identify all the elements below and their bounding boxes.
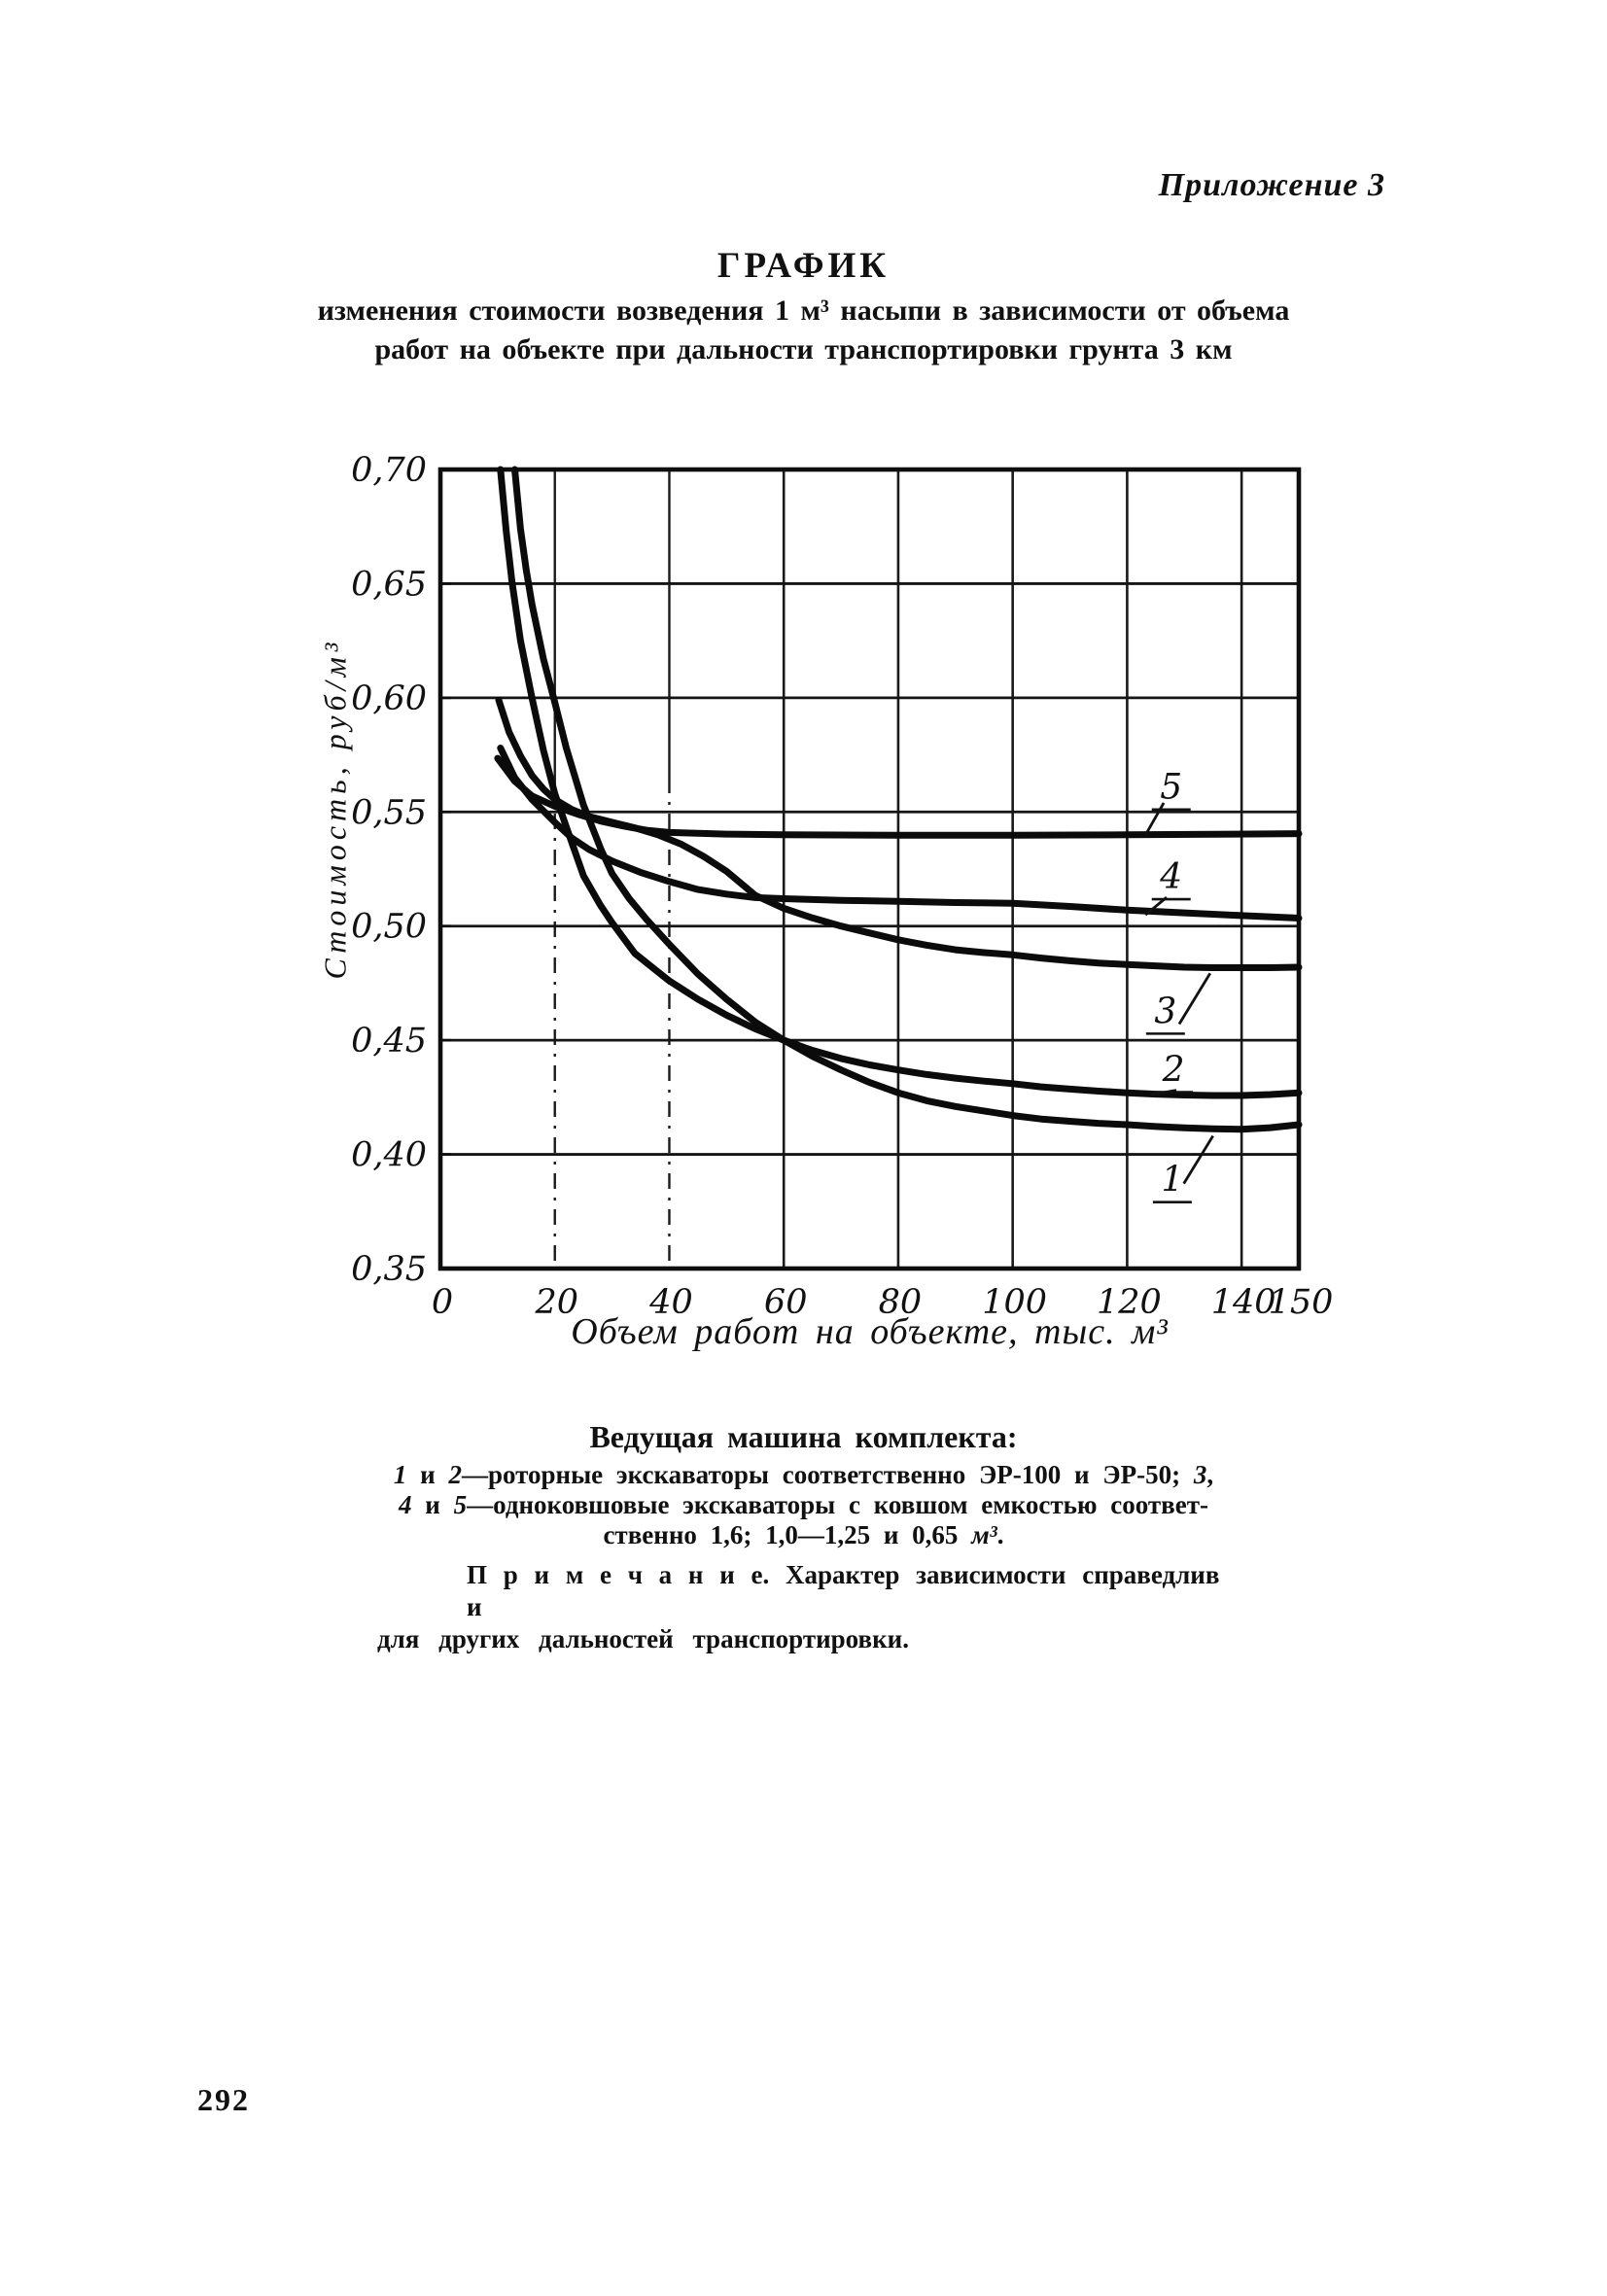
chart-subtitle-line-1: изменения стоимости возведения 1 м³ насы… [317, 295, 1290, 327]
y-tick-label: 0,50 [351, 908, 427, 947]
legend-text-segment: . [996, 1520, 1004, 1549]
page-title: ГРАФИК [716, 246, 891, 286]
legend-text-segment: —роторные экскаваторы соответственно ЭР-… [461, 1460, 1194, 1489]
y-tick-label: 0,60 [351, 679, 427, 718]
legend-line: 4 и 5—одноковшовые экскаваторы с ковшом … [0, 1490, 1607, 1520]
y-tick-label: 0,45 [351, 1022, 427, 1061]
page-number: 292 [197, 2082, 250, 2117]
legend-heading: Ведущая машина комплекта: [589, 1419, 1018, 1454]
curve-label-5: 5 [1160, 768, 1182, 808]
curve-4 [497, 745, 1303, 922]
y-tick-label: 0,40 [351, 1136, 427, 1175]
curve-leader-3 [1177, 972, 1211, 1026]
y-axis-title: Стоимость, руб/м³ [317, 638, 353, 980]
legend-text-segment: —одноковшовые экскаваторы с ковшом емкос… [467, 1490, 1208, 1519]
legend-text-segment: м³ [971, 1520, 997, 1549]
curve-2 [497, 466, 1303, 1099]
legend-text-segment: и [406, 1460, 449, 1489]
curve-1 [511, 466, 1303, 1133]
legend-text-segment: 1 [393, 1460, 407, 1489]
legend-line: 1 и 2—роторные экскаваторы соответственн… [0, 1460, 1607, 1490]
curve-label-3: 3 [1154, 991, 1176, 1031]
curve-leader-2 [1151, 1089, 1177, 1096]
legend-text-segment: ственно 1,6; 1,0—1,25 и 0,65 [603, 1520, 972, 1549]
plot-border [437, 467, 1302, 1271]
legend-text-segment: 4 [399, 1490, 412, 1519]
y-tick-label: 0,55 [351, 793, 427, 832]
legend-line: ственно 1,6; 1,0—1,25 и 0,65 м³. [0, 1520, 1607, 1550]
x-axis-title: Объем работ на объекте, тыс. м³ [571, 1311, 1169, 1352]
curve-5 [494, 754, 1303, 839]
note-line-2: для других дальностей транспортировки. [377, 1624, 909, 1653]
legend-text-segment: 5 [453, 1490, 468, 1519]
legend-text-segment: 3 [1193, 1460, 1207, 1489]
legend-text-segment: 2 [448, 1460, 462, 1489]
curve-label-1: 1 [1161, 1161, 1183, 1200]
y-tick-label: 0,35 [351, 1250, 427, 1289]
note-text: П р и м е ч а н и е. Характер зависимост… [377, 1559, 1233, 1655]
curve-label-4: 4 [1159, 857, 1182, 897]
y-tick-label: 0,65 [351, 565, 427, 604]
chart-subtitle: изменения стоимости возведения 1 м³ насы… [0, 292, 1607, 369]
note-line-1: П р и м е ч а н и е. Характер зависимост… [467, 1560, 1220, 1621]
legend-text-segment: , [1206, 1460, 1214, 1489]
curve-leader-4 [1144, 896, 1168, 917]
curve-3 [495, 696, 1303, 971]
curve-label-2: 2 [1162, 1051, 1185, 1091]
chart-subtitle-line-2: работ на объекте при дальности транспорт… [374, 333, 1233, 365]
curve-leader-1 [1182, 1134, 1214, 1185]
legend-text: 1 и 2—роторные экскаваторы соответственн… [0, 1460, 1607, 1550]
curve-leader-5 [1144, 802, 1166, 836]
legend-text-segment: и [411, 1490, 454, 1519]
appendix-label: Приложение 3 [1158, 167, 1385, 203]
y-tick-label: 0,70 [351, 451, 427, 490]
